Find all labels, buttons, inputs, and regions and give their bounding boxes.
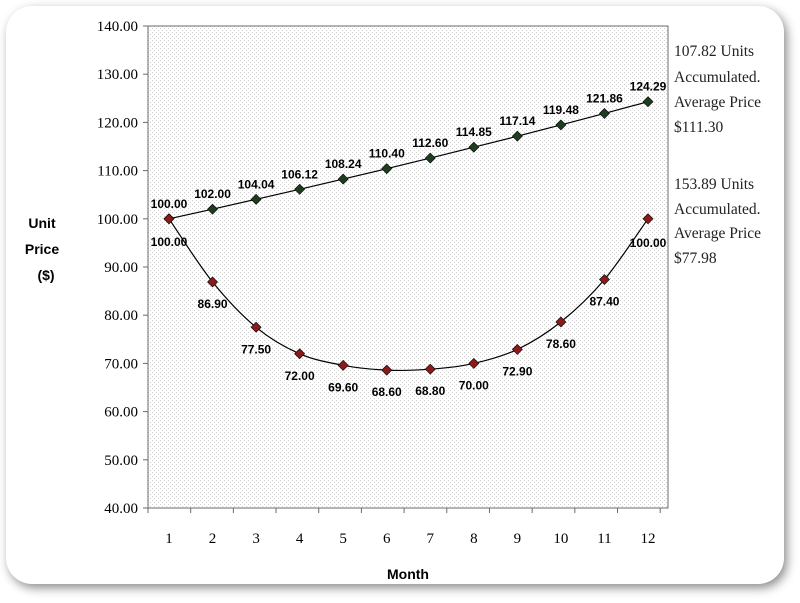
series-2-marker bbox=[599, 274, 610, 285]
series-2-marker bbox=[250, 321, 262, 333]
y-axis-title-line-2: Price bbox=[25, 241, 59, 257]
x-axis-title: Month bbox=[387, 566, 429, 582]
y-axis-title-line-3: ($) bbox=[37, 267, 54, 283]
series-2-line bbox=[168, 218, 649, 372]
series-1-data-label: 114.85 bbox=[456, 125, 492, 139]
series-1-data-label: 104.04 bbox=[238, 177, 275, 191]
series-1-data-label: 102.00 bbox=[194, 187, 231, 201]
y-axis-title-line-1: Unit bbox=[28, 215, 56, 231]
x-tick-label: 1 bbox=[165, 531, 173, 547]
x-tick-label: 12 bbox=[641, 531, 656, 547]
plot-area bbox=[147, 25, 669, 509]
series-1-marker bbox=[207, 203, 218, 215]
series-1-data-label: 119.48 bbox=[543, 103, 579, 117]
series-1-marker bbox=[424, 152, 436, 164]
series-1-marker bbox=[555, 119, 567, 131]
series-2-data-label: 87.40 bbox=[589, 295, 619, 309]
y-tick-label: 120.00 bbox=[97, 115, 138, 131]
y-tick-label: 90.00 bbox=[104, 260, 138, 276]
annotation-2-line-3: Average Price bbox=[674, 225, 761, 242]
y-tick-label: 40.00 bbox=[104, 501, 138, 517]
series-2-marker bbox=[163, 213, 175, 225]
series-group bbox=[163, 96, 654, 376]
x-tick-label: 9 bbox=[514, 531, 522, 547]
annotation-2-line-1: 153.89 Units bbox=[674, 176, 754, 193]
annotation-2-line-4: $77.98 bbox=[674, 250, 717, 267]
x-tick-label: 7 bbox=[427, 531, 435, 547]
series-2-data-label: 72.90 bbox=[502, 364, 532, 378]
series-2-marker bbox=[294, 348, 306, 360]
x-tick-label: 6 bbox=[383, 531, 391, 547]
series-2-marker bbox=[511, 343, 523, 355]
y-tick-label: 80.00 bbox=[104, 308, 138, 324]
series-1-marker bbox=[337, 173, 349, 185]
series-2-data-label: 69.60 bbox=[328, 380, 358, 394]
annotation-1-line-2: Accumulated. bbox=[674, 69, 761, 86]
annotation-1-line-3: Average Price bbox=[674, 94, 761, 111]
series-2-data-label: 70.00 bbox=[459, 378, 489, 392]
series-2-marker bbox=[207, 276, 218, 288]
series-1-marker bbox=[250, 193, 262, 205]
series-2-marker bbox=[424, 363, 436, 375]
x-tick-label: 4 bbox=[296, 531, 304, 547]
series-1-marker bbox=[511, 130, 523, 142]
series-1-data-label: 124.29 bbox=[630, 80, 667, 94]
x-tick-label: 11 bbox=[597, 531, 611, 547]
series-2-marker bbox=[555, 316, 567, 328]
series-2-data-label: 68.60 bbox=[372, 385, 402, 399]
annotation-2-line-2: Accumulated. bbox=[674, 201, 761, 218]
series-2-data-label: 77.50 bbox=[241, 342, 271, 356]
x-tick-label: 5 bbox=[339, 531, 347, 547]
x-tick-label: 3 bbox=[252, 531, 260, 547]
y-tick-label: 60.00 bbox=[104, 405, 138, 421]
series-1-data-label: 106.12 bbox=[281, 167, 318, 181]
series-1-data-label: 112.60 bbox=[412, 136, 448, 150]
data-labels: 100.00 102.00 104.04 106.12 108.24 110.40 112.… bbox=[151, 80, 667, 399]
series-1-line bbox=[168, 101, 649, 220]
y-tick-label: 130.00 bbox=[97, 67, 138, 83]
annotation-1-line-4: $111.30 bbox=[674, 119, 723, 136]
x-tick-label: 8 bbox=[470, 531, 478, 547]
series-2-marker bbox=[381, 364, 393, 376]
series-1-marker bbox=[381, 163, 393, 175]
series-2-data-label: 100.00 bbox=[630, 236, 667, 250]
x-axis: 1 2 3 4 5 6 7 8 9 10 11 12 bbox=[147, 508, 661, 547]
series-2-data-label: 72.00 bbox=[285, 369, 315, 383]
series-1-data-label: 100.00 bbox=[151, 197, 188, 211]
series-2-marker bbox=[642, 213, 654, 225]
y-tick-label: 70.00 bbox=[104, 356, 138, 372]
annotation-series-2: 153.89 Units Accumulated. Average Price … bbox=[674, 176, 761, 267]
series-2-data-label: 86.90 bbox=[198, 297, 228, 311]
x-tick-label: 2 bbox=[209, 531, 217, 547]
series-2-data-label: 68.80 bbox=[415, 384, 445, 398]
annotation-series-1: 107.82 Units Accumulated. Average Price … bbox=[674, 43, 761, 136]
series-1-data-label: 121.86 bbox=[586, 91, 623, 105]
series-2-marker bbox=[337, 359, 349, 371]
series-2-marker bbox=[468, 357, 480, 369]
x-tick-label: 10 bbox=[553, 531, 568, 547]
y-tick-label: 110.00 bbox=[97, 164, 138, 180]
y-tick-label: 50.00 bbox=[104, 453, 138, 469]
series-1-marker bbox=[294, 183, 306, 195]
annotation-1-line-1: 107.82 Units bbox=[674, 43, 754, 60]
series-1-data-label: 108.24 bbox=[325, 157, 362, 171]
series-1-marker bbox=[642, 96, 654, 108]
y-axis: 40.00 50.00 60.00 70.00 80.00 90.00 100.00 110.… bbox=[97, 19, 148, 517]
series-2-data-label: 78.60 bbox=[546, 337, 576, 351]
series-2-data-label: 100.00 bbox=[151, 235, 188, 249]
y-tick-label: 100.00 bbox=[97, 212, 138, 228]
series-1-marker bbox=[599, 108, 610, 119]
y-tick-label: 140.00 bbox=[97, 19, 138, 35]
series-1-marker bbox=[468, 141, 480, 153]
series-1-data-label: 110.40 bbox=[369, 147, 405, 161]
series-1-data-label: 117.14 bbox=[499, 114, 535, 128]
